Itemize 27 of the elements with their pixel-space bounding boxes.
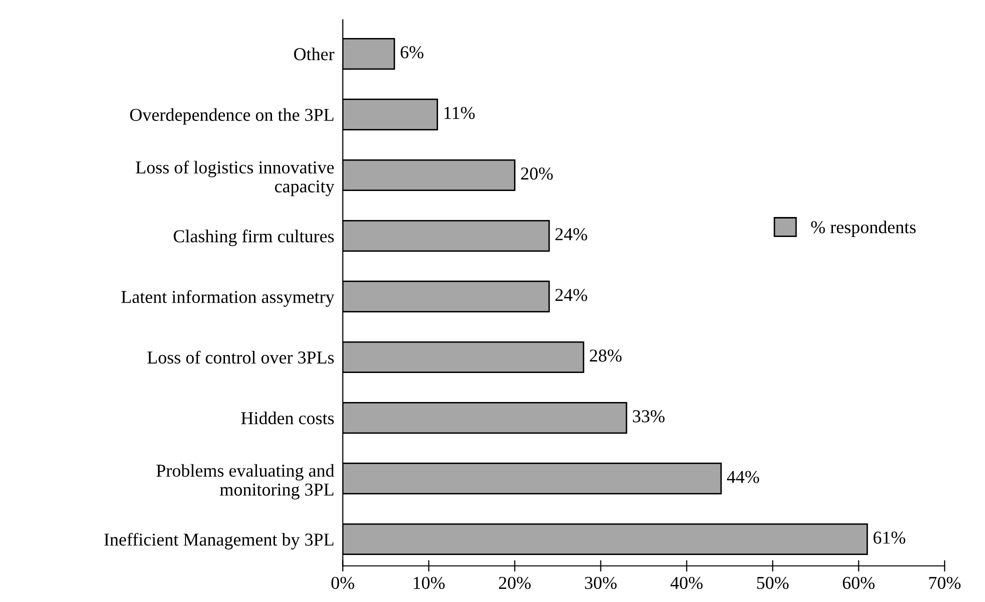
y-tick-label: Inefficient Management by 3PL xyxy=(104,532,334,550)
y-tick-label: Hidden costs xyxy=(241,412,334,424)
x-tick-label: 60% xyxy=(842,576,875,590)
x-tick-label: 10% xyxy=(414,576,445,590)
x-tick-label: 30% xyxy=(585,576,617,590)
text: 28% xyxy=(590,350,622,362)
legend-label: % respondents xyxy=(811,220,916,237)
text: 24% xyxy=(555,288,588,302)
x-tick-label: 50% xyxy=(757,576,789,590)
y-tick-label: Loss of control over 3PLs xyxy=(147,350,334,364)
x-tick-label: 20% xyxy=(498,576,531,590)
text: 61% xyxy=(874,532,906,544)
y-tick-label: Overdependence on the 3PL xyxy=(130,108,334,125)
x-tick-label: 40% xyxy=(670,576,703,590)
text: 24% xyxy=(555,228,588,240)
y-tick-label: Other xyxy=(294,48,334,60)
text: 33% xyxy=(632,410,665,422)
y-tick-label: Loss of logistics innovative capacity xyxy=(136,160,334,196)
text: 20% xyxy=(521,168,553,180)
y-tick-label: Problems evaluating and monitoring 3PL xyxy=(156,464,334,500)
text: 44% xyxy=(726,470,760,484)
x-tick-label: 70% xyxy=(929,576,961,590)
x-tick-label: 0% xyxy=(331,576,354,590)
text: 6% xyxy=(400,46,424,58)
text: 11% xyxy=(444,106,475,120)
y-tick-label: Clashing firm cultures xyxy=(174,229,334,246)
y-tick-label: Latent information assymetry xyxy=(121,290,334,307)
